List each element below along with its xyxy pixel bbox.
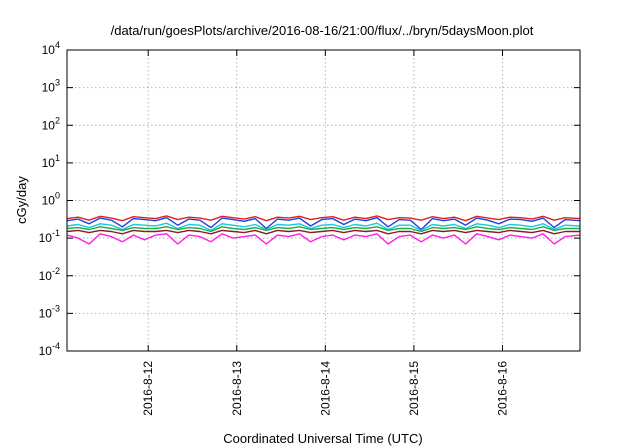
x-axis-label: Coordinated Universal Time (UTC): [223, 431, 422, 446]
y-tick-label: 10-3: [39, 303, 60, 320]
x-tick-label: 2016-8-14: [318, 361, 332, 416]
x-tick-label: 2016-8-16: [495, 361, 509, 416]
y-tick-label: 104: [42, 40, 60, 57]
y-tick-labels: 10-4 10-3 10-2 10-1 100 101 102 103 104: [39, 40, 60, 358]
grid: [67, 50, 580, 351]
x-tick-label: 2016-8-12: [141, 361, 155, 416]
x-tick-label: 2016-8-13: [230, 361, 244, 416]
ticks: [67, 49, 580, 352]
series-line-6: [66, 233, 581, 245]
series-line-1: [66, 215, 581, 222]
y-tick-label: 10-2: [39, 266, 60, 283]
y-axis-label: cGy/day: [14, 176, 29, 224]
y-tick-label: 101: [42, 153, 60, 170]
y-tick-label: 100: [42, 191, 60, 208]
y-tick-label: 103: [42, 78, 60, 95]
series-line-3: [66, 222, 581, 232]
x-tick-labels: 2016-8-12 2016-8-13 2016-8-14 2016-8-15 2016…: [141, 361, 509, 416]
x-tick-label: 2016-8-15: [407, 361, 421, 416]
y-tick-label: 102: [42, 115, 60, 132]
chart-title: /data/run/goesPlots/archive/2016-08-16/2…: [111, 23, 534, 38]
series-line-5: [66, 229, 580, 235]
series-group: [66, 215, 581, 245]
series-line-2: [66, 216, 581, 231]
series-line-4: [66, 226, 580, 233]
y-tick-label: 10-1: [39, 228, 60, 245]
y-tick-label: 10-4: [39, 341, 60, 358]
